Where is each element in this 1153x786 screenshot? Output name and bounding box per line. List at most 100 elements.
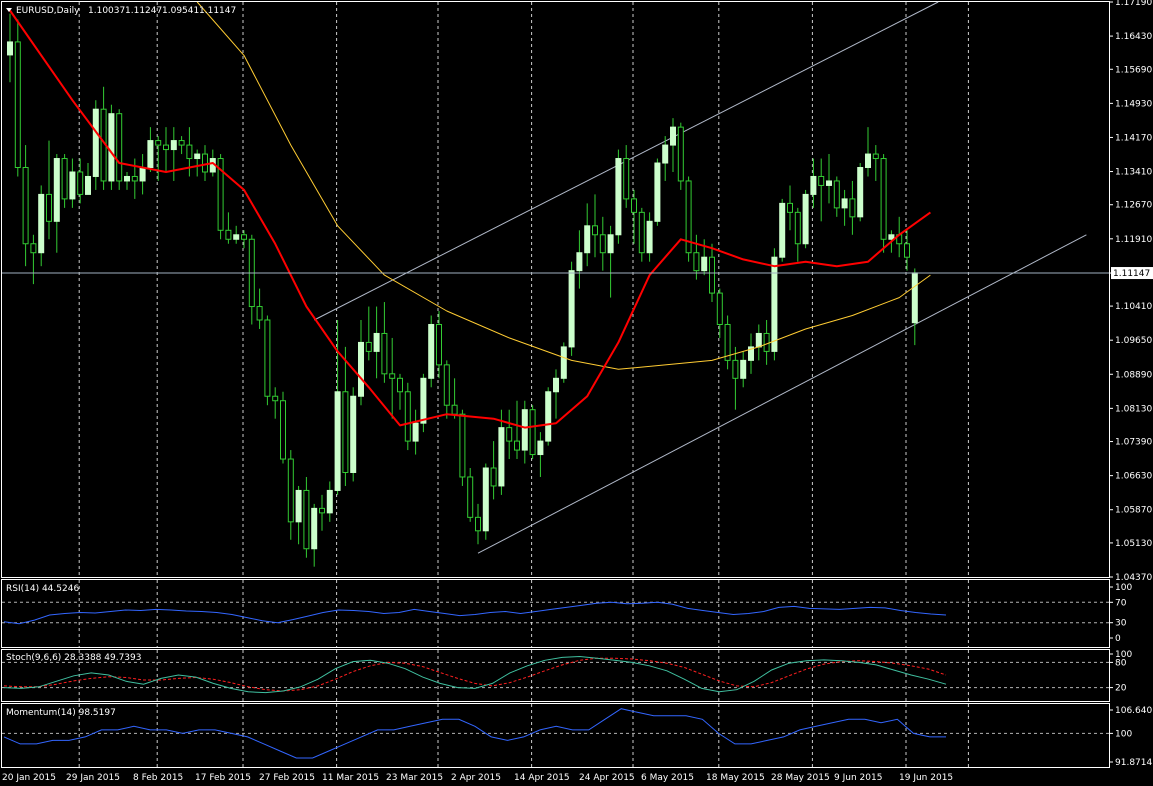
momentum-tick-label-2: 91.8714: [1115, 758, 1152, 768]
candle-body-2: [22, 167, 29, 245]
stoch-tick-label-0: 100: [1115, 650, 1132, 660]
price-tick-label-4: 1.14170: [1115, 133, 1152, 143]
time-label-7: 2 Apr 2015: [451, 773, 501, 783]
candle-body-5: [46, 193, 52, 222]
candle-body-91: [716, 292, 723, 325]
candle-body-75: [592, 225, 598, 236]
candle-body-62: [490, 467, 497, 487]
time-label-11: 18 May 2015: [706, 773, 765, 783]
rsi-tick-label-1: 70: [1115, 598, 1127, 608]
candle-body-36: [287, 458, 294, 523]
candle-body-49: [389, 373, 396, 379]
ohlc-low: 1.09541: [162, 6, 199, 16]
time-label-3: 17 Feb 2015: [195, 773, 251, 783]
candle-body-19: [155, 140, 162, 146]
candle-body-13: [108, 113, 115, 182]
ohlc-high: 1.11247: [125, 6, 162, 16]
dropdown-triangle-icon[interactable]: [6, 8, 12, 12]
stoch-main-line: [3, 655, 947, 694]
momentum-panel-frame: [1, 703, 1110, 768]
candle-body-74: [584, 225, 591, 254]
time-label-4: 27 Feb 2015: [259, 773, 315, 783]
time-label-1: 29 Jan 2015: [66, 773, 120, 783]
time-label-14: 19 Jun 2015: [899, 773, 953, 783]
candle-body-6: [53, 158, 60, 222]
candle-body-70: [553, 377, 559, 393]
time-label-0: 20 Jan 2015: [2, 773, 56, 783]
price-tick-label-3: 1.14930: [1115, 99, 1152, 109]
candle-body-80: [631, 198, 637, 213]
price-tick-label-12: 1.08130: [1115, 404, 1152, 414]
candle-body-100: [787, 202, 793, 213]
price-tick-label-13: 1.07390: [1115, 438, 1152, 448]
candle-body-32: [256, 306, 263, 321]
candle-body-90: [709, 256, 715, 294]
candle-body-104: [818, 175, 825, 186]
time-label-13: 9 Jun 2015: [834, 773, 882, 783]
candle-body-20: [163, 144, 169, 151]
price-tick-label-6: 1.12670: [1115, 201, 1152, 211]
price-tick-label-9: 1.10410: [1115, 302, 1152, 312]
candle-body-96: [755, 332, 762, 348]
channel-line-lower: [477, 234, 1087, 554]
candle-body-42: [334, 391, 341, 491]
time-label-8: 14 Apr 2015: [514, 773, 570, 783]
candle-body-10: [85, 175, 91, 195]
candle-body-58: [459, 413, 466, 478]
time-label-9: 24 Apr 2015: [579, 773, 635, 783]
candle-body-60: [475, 516, 481, 532]
stoch-tick-label-1: 80: [1115, 658, 1127, 668]
candle-body-15: [124, 175, 130, 182]
candle-body-94: [740, 359, 747, 379]
momentum-title: Momentum(14) 98.5197: [6, 708, 116, 718]
candle-body-102: [802, 193, 809, 245]
candle-body-68: [537, 440, 544, 456]
candle-body-98: [771, 256, 778, 352]
candle-body-112: [880, 158, 887, 240]
candle-body-11: [92, 108, 99, 177]
rsi-tick-label-0: 100: [1115, 583, 1132, 593]
price-tick-label-10: 1.09650: [1115, 336, 1152, 346]
rsi-tick-label-2: 30: [1115, 619, 1127, 629]
stoch-panel-frame: [1, 649, 1110, 702]
candle-body-54: [428, 323, 435, 379]
candle-body-65: [514, 440, 520, 451]
candle-body-113: [888, 234, 895, 240]
candle-body-1: [14, 41, 21, 169]
candle-body-72: [568, 270, 575, 348]
candle-body-53: [420, 377, 427, 424]
candle-body-85: [670, 126, 676, 146]
candle-body-83: [654, 162, 661, 222]
ohlc-open: 1.10037: [88, 6, 125, 16]
candle-body-48: [381, 332, 388, 375]
time-label-10: 6 May 2015: [641, 773, 694, 783]
ma-slow-line: [196, 1, 931, 370]
candle-body-110: [865, 153, 871, 169]
stoch-signal-line: [3, 657, 947, 692]
price-tick-label-2: 1.15690: [1115, 65, 1152, 75]
price-tick-label-7: 1.11910: [1115, 235, 1152, 245]
candle-body-29: [233, 234, 240, 240]
candle-body-17: [139, 167, 146, 182]
candle-body-76: [599, 234, 606, 254]
time-axis: 20 Jan 2015 29 Jan 2015 8 Feb 2015 17 Feb 2…: [2, 773, 953, 783]
price-tick-label-1: 1.16430: [1115, 32, 1152, 42]
candle-body-47: [373, 332, 380, 352]
candle-body-107: [841, 198, 848, 209]
main-panel-frame: [1, 1, 1110, 578]
candle-body-40: [319, 507, 325, 514]
candle-body-9: [77, 171, 84, 195]
time-label-2: 8 Feb 2015: [133, 773, 183, 783]
candle-body-16: [131, 175, 138, 182]
candle-body-37: [295, 489, 302, 523]
candle-body-35: [280, 400, 286, 460]
candle-body-105: [826, 180, 832, 186]
candle-body-77: [607, 234, 614, 254]
candle-body-111: [872, 153, 879, 160]
rsi-line: [3, 601, 947, 625]
candle-body-55: [436, 323, 442, 366]
